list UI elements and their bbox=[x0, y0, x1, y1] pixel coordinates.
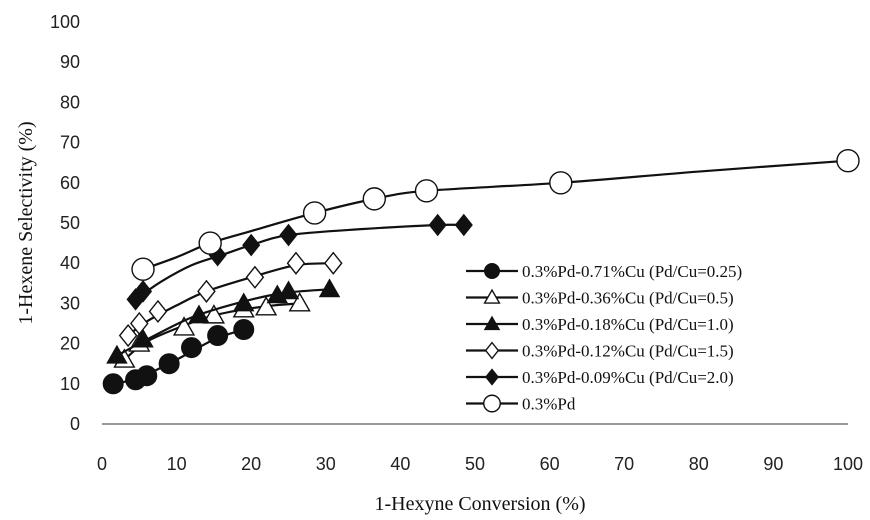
y-tick-label: 60 bbox=[60, 173, 80, 193]
x-axis-title: 1-Hexyne Conversion (%) bbox=[374, 493, 585, 515]
data-point bbox=[207, 325, 229, 347]
x-tick-label: 40 bbox=[390, 454, 410, 474]
legend-label: 0.3%Pd bbox=[522, 395, 576, 414]
legend-marker bbox=[483, 394, 501, 413]
data-point bbox=[172, 316, 196, 336]
legend-label: 0.3%Pd-0.12%Cu (Pd/Cu=1.5) bbox=[522, 342, 734, 361]
x-tick-label: 50 bbox=[465, 454, 485, 474]
legend-item: 0.3%Pd-0.18%Cu (Pd/Cu=1.0) bbox=[466, 315, 734, 334]
data-point bbox=[133, 280, 153, 303]
y-tick-label: 10 bbox=[60, 374, 80, 394]
data-point bbox=[233, 319, 255, 341]
data-point bbox=[232, 292, 255, 312]
y-tick-label: 80 bbox=[60, 92, 80, 112]
x-tick-label: 80 bbox=[689, 454, 709, 474]
y-tick-label: 20 bbox=[60, 334, 80, 354]
legend-marker bbox=[484, 341, 500, 360]
data-point bbox=[454, 213, 473, 237]
legend-marker bbox=[485, 368, 499, 386]
y-tick-label: 90 bbox=[60, 52, 80, 72]
x-tick-label: 100 bbox=[833, 454, 863, 474]
series-1 bbox=[102, 319, 255, 395]
x-tick-label: 10 bbox=[167, 454, 187, 474]
data-point bbox=[136, 365, 158, 387]
data-point bbox=[362, 187, 386, 211]
data-point bbox=[836, 148, 860, 173]
data-point bbox=[279, 223, 298, 247]
data-point bbox=[288, 292, 311, 312]
data-point bbox=[118, 323, 138, 348]
data-point bbox=[181, 337, 203, 359]
legend-marker bbox=[483, 315, 501, 331]
x-tick-label: 30 bbox=[316, 454, 336, 474]
legend-item: 0.3%Pd-0.36%Cu (Pd/Cu=0.5) bbox=[466, 289, 734, 308]
data-point bbox=[245, 265, 265, 289]
data-point bbox=[242, 233, 261, 257]
legend-label: 0.3%Pd-0.18%Cu (Pd/Cu=1.0) bbox=[522, 315, 734, 334]
legend-item: 0.3%Pd-0.12%Cu (Pd/Cu=1.5) bbox=[466, 342, 734, 361]
x-tick-label: 70 bbox=[614, 454, 634, 474]
legend-label: 0.3%Pd-0.09%Cu (Pd/Cu=2.0) bbox=[522, 368, 734, 387]
x-tick-label: 0 bbox=[97, 454, 107, 474]
data-point bbox=[414, 179, 439, 203]
data-point bbox=[102, 373, 124, 395]
data-point bbox=[188, 304, 210, 324]
data-point bbox=[255, 296, 278, 316]
series-6 bbox=[131, 148, 860, 281]
legend-item: 0.3%Pd bbox=[466, 395, 576, 414]
data-point bbox=[286, 251, 306, 275]
x-tick-labels: 0 10 20 30 40 50 60 70 80 90 100 bbox=[97, 454, 863, 474]
series-4 bbox=[118, 251, 343, 348]
y-tick-label: 50 bbox=[60, 213, 80, 233]
data-point bbox=[302, 201, 327, 225]
y-tick-labels: 0 10 20 30 40 50 60 70 80 90 100 bbox=[50, 12, 80, 434]
x-tick-label: 90 bbox=[763, 454, 783, 474]
y-tick-label: 40 bbox=[60, 253, 80, 273]
legend-marker bbox=[483, 288, 501, 304]
data-point bbox=[197, 279, 216, 303]
x-tick-label: 20 bbox=[241, 454, 261, 474]
data-point bbox=[148, 299, 168, 324]
x-tick-label: 60 bbox=[540, 454, 560, 474]
y-tick-label: 70 bbox=[60, 133, 80, 153]
legend-label: 0.3%Pd-0.36%Cu (Pd/Cu=0.5) bbox=[522, 289, 734, 308]
series-group bbox=[102, 148, 860, 395]
legend-item: 0.3%Pd-0.09%Cu (Pd/Cu=2.0) bbox=[466, 368, 734, 387]
data-point bbox=[132, 328, 154, 348]
legend-item: 0.3%Pd-0.71%Cu (Pd/Cu=0.25) bbox=[466, 262, 742, 281]
data-point bbox=[158, 353, 180, 375]
data-point bbox=[318, 278, 341, 298]
data-point bbox=[549, 171, 573, 195]
legend-box bbox=[456, 252, 838, 422]
data-point bbox=[131, 257, 155, 281]
legend: 0.3%Pd-0.71%Cu (Pd/Cu=0.25) 0.3%Pd-0.36%C… bbox=[456, 252, 838, 422]
y-tick-label: 100 bbox=[50, 12, 80, 32]
legend-label: 0.3%Pd-0.71%Cu (Pd/Cu=0.25) bbox=[522, 262, 742, 281]
data-point bbox=[277, 280, 300, 300]
data-point bbox=[323, 251, 343, 275]
data-point bbox=[130, 311, 149, 336]
y-axis-title: 1-Hexene Selectivity (%) bbox=[15, 121, 37, 324]
legend-marker bbox=[484, 263, 500, 279]
y-tick-label: 30 bbox=[60, 293, 80, 313]
y-tick-label: 0 bbox=[70, 414, 80, 434]
series-3 bbox=[106, 278, 341, 364]
data-point bbox=[202, 304, 226, 324]
series-5 bbox=[126, 213, 473, 311]
data-point bbox=[106, 344, 128, 364]
data-point bbox=[198, 231, 222, 255]
data-point bbox=[428, 213, 447, 237]
